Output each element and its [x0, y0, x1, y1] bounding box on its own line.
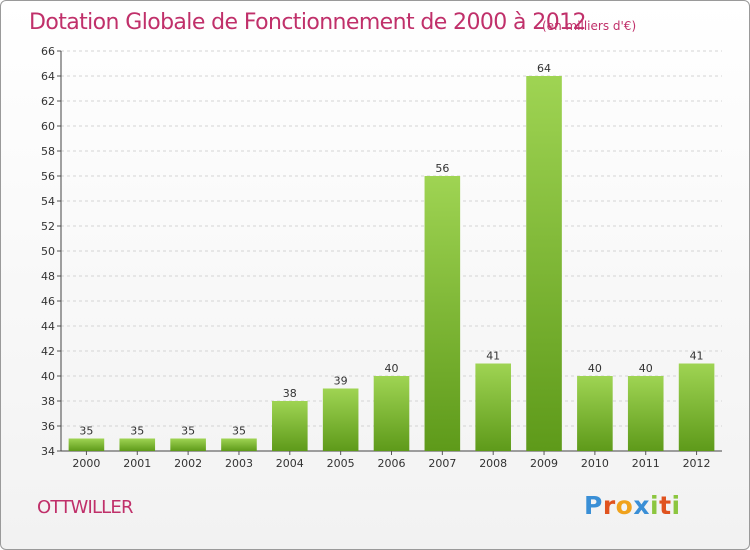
x-tick-label-2002: 2002: [174, 457, 202, 470]
y-tick-label: 64: [41, 70, 55, 83]
x-tick-label-2012: 2012: [683, 457, 711, 470]
y-tick-label: 50: [41, 245, 55, 258]
bar-2012: [678, 363, 715, 451]
x-tick-label-2003: 2003: [225, 457, 253, 470]
chart-unit: (en milliers d'€): [542, 19, 637, 33]
y-tick-label: 40: [41, 370, 55, 383]
x-tick-label-2010: 2010: [581, 457, 609, 470]
bar-2005: [322, 388, 359, 451]
proxiti-logo[interactable]: Proxiti: [584, 491, 681, 520]
y-tick-label: 52: [41, 220, 55, 233]
y-tick-label: 44: [41, 320, 55, 333]
data-label-2010: 40: [588, 362, 602, 375]
y-tick-label: 58: [41, 145, 55, 158]
data-label-2005: 39: [334, 375, 348, 388]
data-label-2003: 35: [232, 425, 246, 438]
y-tick-label: 62: [41, 95, 55, 108]
data-label-2009: 64: [537, 62, 551, 75]
bar-2011: [627, 376, 664, 451]
y-tick-label: 38: [41, 395, 55, 408]
bar-2004: [272, 401, 308, 451]
data-label-2006: 40: [385, 362, 399, 375]
y-tick-label: 36: [41, 420, 55, 433]
bar-2010: [577, 376, 613, 451]
bar-2009: [526, 76, 562, 451]
data-label-2007: 56: [435, 162, 449, 175]
x-tick-label-2009: 2009: [530, 457, 558, 470]
data-label-2011: 40: [639, 362, 653, 375]
data-label-2002: 35: [181, 425, 195, 438]
x-tick-label-2006: 2006: [378, 457, 406, 470]
commune-name: OTTWILLER: [37, 497, 133, 518]
bar-2003: [221, 438, 257, 451]
data-label-2001: 35: [130, 425, 144, 438]
bar-2008: [475, 363, 511, 451]
x-tick-label-2005: 2005: [327, 457, 355, 470]
y-tick-label: 48: [41, 270, 55, 283]
y-tick-label: 56: [41, 170, 55, 183]
bar-2007: [424, 176, 461, 451]
x-tick-label-2000: 2000: [72, 457, 100, 470]
bar-2001: [119, 438, 156, 451]
x-tick-label-2007: 2007: [428, 457, 456, 470]
y-tick-label: 66: [41, 45, 55, 58]
y-tick-label: 46: [41, 295, 55, 308]
bar-2006: [373, 376, 410, 451]
x-tick-label-2004: 2004: [276, 457, 304, 470]
y-tick-label: 42: [41, 345, 55, 358]
bar-2002: [170, 438, 206, 451]
data-label-2000: 35: [79, 425, 93, 438]
y-tick-label: 54: [41, 195, 55, 208]
x-tick-label-2008: 2008: [479, 457, 507, 470]
y-tick-label: 60: [41, 120, 55, 133]
x-tick-label-2011: 2011: [632, 457, 660, 470]
y-tick-label: 34: [41, 445, 55, 458]
x-tick-label-2001: 2001: [123, 457, 151, 470]
chart-title: Dotation Globale de Fonctionnement de 20…: [29, 10, 587, 35]
data-label-2008: 41: [486, 350, 500, 363]
data-label-2004: 38: [283, 387, 297, 400]
bar-2000: [68, 438, 105, 451]
data-label-2012: 41: [690, 350, 704, 363]
